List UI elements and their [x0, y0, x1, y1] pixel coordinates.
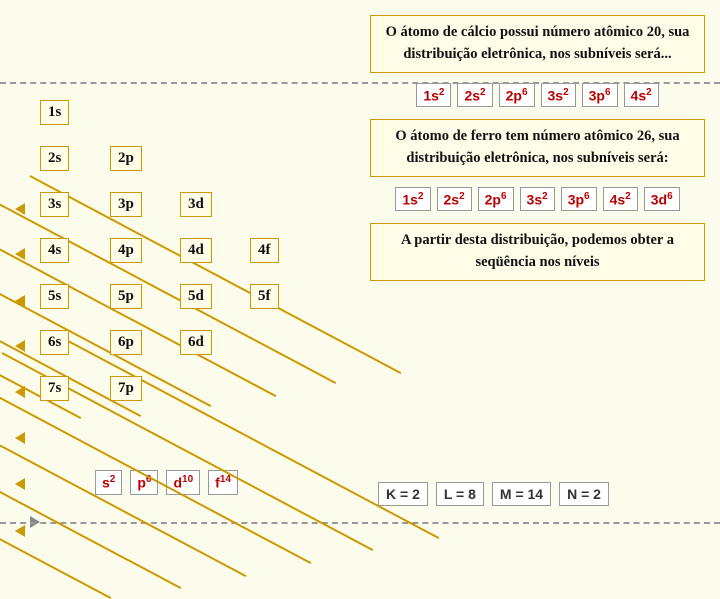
orbital-cell: 2s [40, 146, 69, 171]
orbital-cell: 7s [40, 376, 69, 401]
level-counts: K = 2 L = 8 M = 14 N = 2 [378, 482, 609, 506]
text-calcium: O átomo de cálcio possui número atômico … [370, 15, 705, 73]
orbital-term: 3s2 [541, 83, 576, 108]
arrow-icon [15, 340, 25, 352]
orbital-term: 2p6 [478, 187, 514, 212]
orbital-term: 4s2 [624, 83, 659, 108]
text-iron: O átomo de ferro tem número atômico 26, … [370, 119, 705, 177]
orbital-cell: 3p [110, 192, 142, 217]
sublevel-capacity: s2p6d10f14 [95, 470, 238, 495]
orbital-term: d10 [166, 470, 200, 495]
orbital-cell: 5s [40, 284, 69, 309]
aufbau-diagram: 1s 2s 2p 3s 3p 3d 4s 4p 4d 4f 5s 5p 5d 5f 6s 6p 6d 7s 7p [20, 100, 350, 500]
orbital-term: 3p6 [582, 83, 618, 108]
orbital-cell: 4f [250, 238, 279, 263]
orbital-cell: 3d [180, 192, 212, 217]
orbital-cell: 2p [110, 146, 142, 171]
orbital-cell: 6s [40, 330, 69, 355]
orbital-cell: 3s [40, 192, 69, 217]
orbital-term: 2s2 [457, 83, 492, 108]
arrow-icon [15, 248, 25, 260]
level-count: N = 2 [559, 482, 609, 506]
arrow-icon [15, 386, 25, 398]
slide: 1s 2s 2p 3s 3p 3d 4s 4p 4d 4f 5s 5p 5d 5f 6s 6p 6d 7s 7p O… [0, 0, 720, 540]
orbital-term: 2s2 [437, 187, 472, 212]
orbital-term: 3s2 [520, 187, 555, 212]
orbital-term: 3d6 [644, 187, 680, 212]
orbital-cell: 6p [110, 330, 142, 355]
config-calcium: 1s22s2 2p63s23p64s2 [370, 83, 705, 108]
diagonal-line [30, 175, 402, 374]
arrow-icon [15, 203, 25, 215]
config-iron: 1s2 2s22p63s23p64s23d6 [370, 187, 705, 212]
orbital-cell: 4s [40, 238, 69, 263]
orbital-cell: 4p [110, 238, 142, 263]
text-levels: A partir desta distribuição, podemos obt… [370, 223, 705, 281]
orbital-term: 4s2 [603, 187, 638, 212]
orbital-cell: 1s [40, 100, 69, 125]
orbital-cell: 4d [180, 238, 212, 263]
orbital-term: 1s2 [395, 187, 430, 212]
orbital-term: 1s2 [416, 83, 451, 108]
orbital-term: 2p6 [499, 83, 535, 108]
level-count: L = 8 [436, 482, 484, 506]
orbital-term: 3p6 [561, 187, 597, 212]
orbital-term: f14 [208, 470, 238, 495]
orbital-cell: 5d [180, 284, 212, 309]
arrow-icon [15, 432, 25, 444]
orbital-term: s2 [95, 470, 122, 495]
orbital-cell: 5f [250, 284, 279, 309]
level-count: K = 2 [378, 482, 428, 506]
orbital-cell: 7p [110, 376, 142, 401]
divider [0, 522, 720, 524]
level-count: M = 14 [492, 482, 551, 506]
orbital-cell: 6d [180, 330, 212, 355]
orbital-cell: 5p [110, 284, 142, 309]
divider [0, 82, 720, 84]
arrow-icon [15, 478, 25, 490]
arrow-icon [15, 525, 25, 537]
arrow-icon [15, 295, 25, 307]
right-column: O átomo de cálcio possui número atômico … [370, 15, 705, 291]
